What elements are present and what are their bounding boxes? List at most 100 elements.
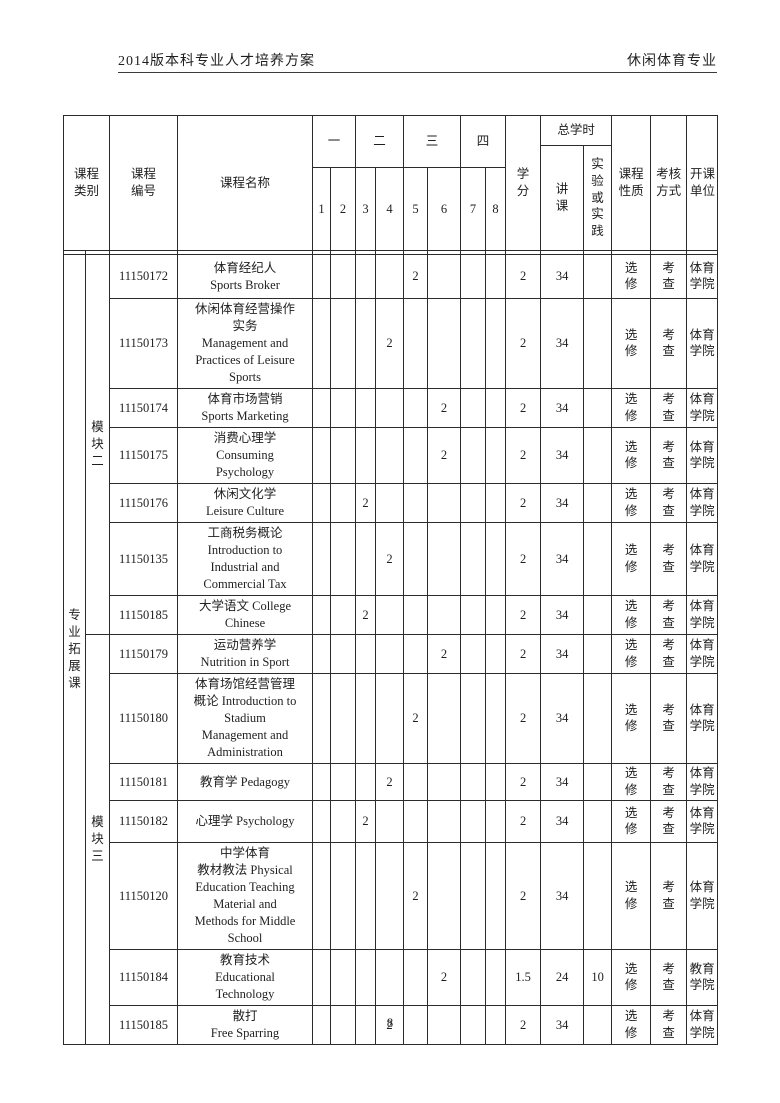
credits-cell: 2 bbox=[505, 800, 542, 843]
nature-cell: 选修 bbox=[611, 634, 652, 674]
course-name-cell: 体育经纪人 Sports Broker bbox=[177, 254, 313, 299]
table-row: 11150180 体育场馆经营管理 概论 Introduction to Sta… bbox=[64, 673, 719, 764]
semester-cell bbox=[329, 595, 357, 635]
course-id-cell: 11150173 bbox=[109, 298, 178, 389]
semester-cell bbox=[485, 763, 507, 801]
course-id-cell: 11150181 bbox=[109, 763, 178, 801]
semester-cell bbox=[312, 254, 331, 299]
unit-cell: 体育学院 bbox=[686, 673, 719, 764]
nature-cell: 选修 bbox=[611, 298, 652, 389]
page-number: 8 bbox=[386, 1016, 394, 1030]
table-header-row: 讲课 实验或实践 bbox=[64, 145, 718, 251]
semester-cell bbox=[485, 1005, 507, 1045]
semester-cell bbox=[329, 949, 357, 1006]
semester-cell bbox=[355, 254, 377, 299]
semester-cell bbox=[460, 673, 487, 764]
practice-hours-cell bbox=[583, 634, 613, 674]
table-header-row: 1 2 3 4 5 6 7 8 bbox=[64, 167, 718, 251]
table-row: 11150181 教育学 Pedagogy 2 2 34 选修 考查 体育学院 bbox=[64, 763, 719, 801]
semester-cell bbox=[312, 483, 331, 523]
course-name-cell: 运动营养学 Nutrition in Sport bbox=[177, 634, 313, 674]
header-course-id: 课程编号 bbox=[109, 115, 178, 251]
course-name-cell: 大学语文 College Chinese bbox=[177, 595, 313, 635]
unit-cell: 体育学院 bbox=[686, 1005, 719, 1045]
module-cell: 模块三 bbox=[85, 634, 110, 1045]
semester-cell: 2 bbox=[403, 842, 429, 950]
course-category-cell: 专业拓展课 bbox=[63, 254, 86, 1045]
module-cell: 模块二 bbox=[85, 254, 110, 635]
semester-cell bbox=[312, 673, 331, 764]
unit-cell: 体育学院 bbox=[686, 254, 719, 299]
semester-cell bbox=[485, 673, 507, 764]
practice-hours-cell bbox=[583, 595, 613, 635]
semester-cell bbox=[375, 842, 405, 950]
practice-hours-cell bbox=[583, 427, 613, 484]
course-name-cell: 体育场馆经营管理 概论 Introduction to Stadium Mana… bbox=[177, 673, 313, 764]
assessment-cell: 考查 bbox=[650, 427, 688, 484]
semester-cell: 2 bbox=[403, 673, 429, 764]
credits-cell: 1.5 bbox=[505, 949, 542, 1006]
lecture-hours-cell: 34 bbox=[540, 842, 585, 950]
semester-cell bbox=[329, 483, 357, 523]
semester-cell bbox=[485, 634, 507, 674]
header-course-category: 课程类别 bbox=[63, 115, 110, 251]
semester-cell bbox=[427, 800, 462, 843]
header-practice-hours: 实验或实践 bbox=[583, 145, 613, 251]
table-row: 模块三 11150179 运动营养学 Nutrition in Sport 2 … bbox=[64, 634, 719, 1045]
assessment-cell: 考查 bbox=[650, 673, 688, 764]
practice-hours-cell: 10 bbox=[583, 949, 613, 1006]
semester-cell bbox=[329, 254, 357, 299]
unit-cell: 体育学院 bbox=[686, 388, 719, 428]
header-credits: 学分 bbox=[505, 115, 542, 251]
course-id-cell: 11150184 bbox=[109, 949, 178, 1006]
header-right-title: 休闲体育专业 bbox=[627, 54, 717, 69]
header-course-nature: 课程性质 bbox=[611, 115, 652, 251]
course-id-cell: 11150182 bbox=[109, 800, 178, 843]
semester-cell bbox=[375, 673, 405, 764]
table-row: 11150173 休闲体育经营操作 实务 Management and Prac… bbox=[64, 298, 719, 389]
assessment-cell: 考查 bbox=[650, 842, 688, 950]
header-semester-number: 7 bbox=[460, 167, 487, 251]
semester-cell: 2 bbox=[375, 522, 405, 596]
semester-cell bbox=[312, 595, 331, 635]
semester-cell bbox=[403, 800, 429, 843]
semester-cell bbox=[485, 427, 507, 484]
semester-cell bbox=[485, 595, 507, 635]
semester-cell bbox=[427, 522, 462, 596]
semester-cell bbox=[375, 595, 405, 635]
course-name-cell: 心理学 Psychology bbox=[177, 800, 313, 843]
semester-cell bbox=[427, 483, 462, 523]
header-course-name: 课程名称 bbox=[177, 115, 313, 251]
practice-hours-cell bbox=[583, 298, 613, 389]
semester-cell bbox=[329, 298, 357, 389]
semester-cell bbox=[403, 388, 429, 428]
unit-cell: 体育学院 bbox=[686, 595, 719, 635]
assessment-cell: 考查 bbox=[650, 254, 688, 299]
semester-cell bbox=[460, 634, 487, 674]
assessment-cell: 考查 bbox=[650, 949, 688, 1006]
semester-cell bbox=[355, 427, 377, 484]
course-id-cell: 11150180 bbox=[109, 673, 178, 764]
credits-cell: 2 bbox=[505, 763, 542, 801]
credits-cell: 2 bbox=[505, 673, 542, 764]
table-row: 11150175 消费心理学 Consuming Psychology 2 2 … bbox=[64, 427, 719, 484]
semester-cell bbox=[355, 522, 377, 596]
header-semester-number: 1 bbox=[312, 167, 331, 251]
header-year-group-4: 四 bbox=[460, 115, 507, 168]
assessment-cell: 考查 bbox=[650, 298, 688, 389]
header-year-group-3: 三 bbox=[403, 115, 462, 168]
semester-cell bbox=[460, 483, 487, 523]
course-name-cell: 休闲体育经营操作 实务 Management and Practices of … bbox=[177, 298, 313, 389]
semester-cell bbox=[485, 800, 507, 843]
practice-hours-cell bbox=[583, 522, 613, 596]
credits-cell: 2 bbox=[505, 298, 542, 389]
semester-cell bbox=[460, 595, 487, 635]
table-row: 11150174 体育市场营销 Sports Marketing 2 2 34 … bbox=[64, 388, 719, 428]
semester-cell bbox=[375, 483, 405, 523]
semester-cell bbox=[403, 427, 429, 484]
course-id-cell: 11150176 bbox=[109, 483, 178, 523]
semester-cell bbox=[375, 388, 405, 428]
header-semester-number: 5 bbox=[403, 167, 429, 251]
course-name-cell: 散打 Free Sparring bbox=[177, 1005, 313, 1045]
table-row: 11150182 心理学 Psychology 2 2 34 选修 考查 体育学… bbox=[64, 800, 719, 843]
